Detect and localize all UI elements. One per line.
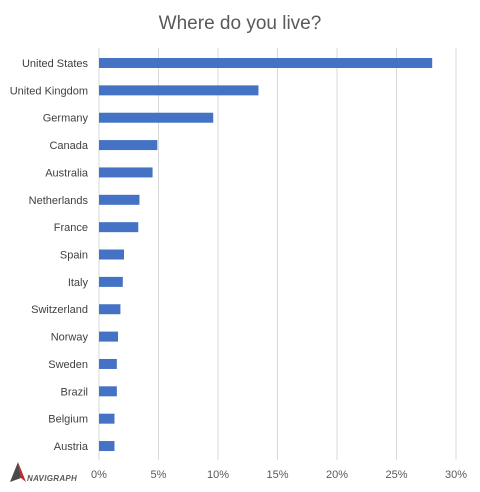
category-label: Norway <box>51 332 89 344</box>
navigraph-logo-text: NAVIGRAPH <box>27 474 77 483</box>
category-label: Sweden <box>48 359 88 371</box>
category-labels: United States United Kingdom Germany Canada… <box>10 58 89 453</box>
navigraph-logo-icon <box>10 462 21 482</box>
x-tick-label: 5% <box>151 469 167 481</box>
x-tick-label: 15% <box>266 469 288 481</box>
chart-title: Where do you live? <box>159 13 322 34</box>
category-label: Switzerland <box>31 304 88 316</box>
bar <box>99 58 433 68</box>
bar <box>99 112 214 123</box>
category-label: France <box>54 222 88 234</box>
x-tick-label: 30% <box>445 469 467 481</box>
category-label: Brazil <box>60 386 88 398</box>
gridlines <box>98 48 457 460</box>
bar <box>99 85 259 96</box>
navigraph-logo-accent-icon <box>18 462 26 482</box>
category-label: Italy <box>68 277 89 289</box>
x-tick-label: 0% <box>91 469 107 481</box>
bars <box>99 58 433 452</box>
bar <box>99 194 140 205</box>
bar <box>99 222 139 233</box>
category-label: Netherlands <box>29 195 89 207</box>
bar <box>99 304 121 315</box>
category-label: Australia <box>45 167 89 179</box>
category-label: Canada <box>49 140 88 152</box>
bar <box>99 249 124 260</box>
category-label: United States <box>22 58 89 70</box>
category-label: United Kingdom <box>10 85 88 97</box>
x-tick-label: 20% <box>326 469 348 481</box>
bar <box>99 441 115 452</box>
bar <box>99 140 158 151</box>
category-label: Austria <box>54 441 89 453</box>
x-tick-label: 25% <box>385 469 407 481</box>
navigraph-logo: NAVIGRAPH <box>10 462 77 483</box>
x-tick-label: 10% <box>207 469 229 481</box>
bar <box>99 413 115 424</box>
category-label: Spain <box>60 250 88 262</box>
bar <box>99 276 123 287</box>
bar <box>99 167 153 178</box>
x-axis-ticks: 0% 5% 10% 15% 20% 25% 30% <box>91 469 467 481</box>
category-label: Germany <box>43 113 89 125</box>
bar <box>99 358 117 369</box>
bar <box>99 386 117 397</box>
bar <box>99 331 119 342</box>
category-label: Belgium <box>48 414 88 426</box>
